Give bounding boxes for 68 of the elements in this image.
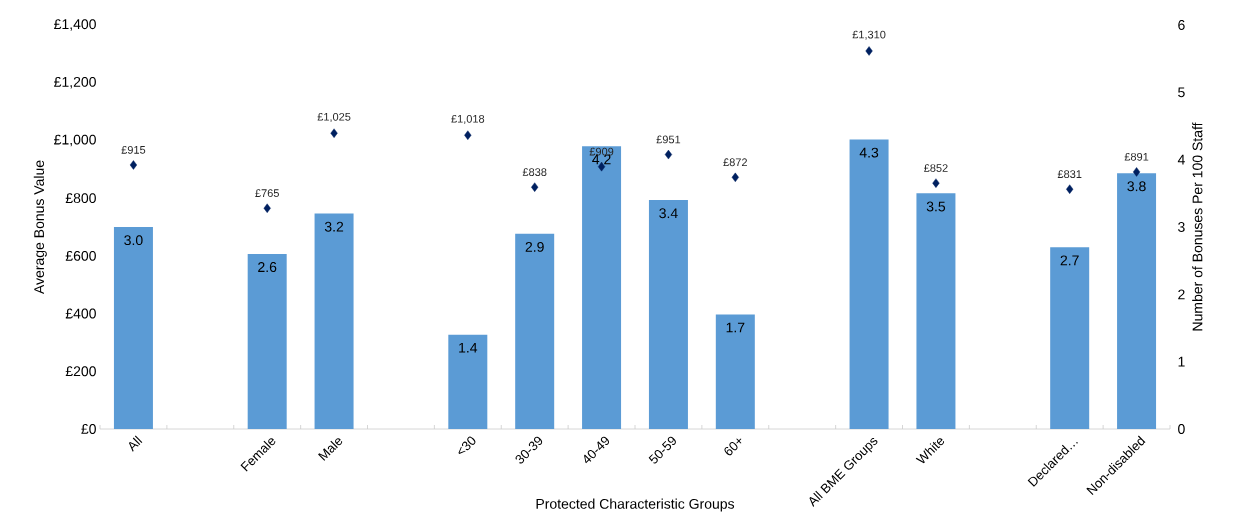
data-label: 1.7 bbox=[726, 322, 745, 333]
y2-tick-label: 0 bbox=[1178, 424, 1185, 434]
point bbox=[531, 182, 539, 192]
point bbox=[129, 160, 138, 170]
point bbox=[330, 128, 338, 138]
data-label: 2.6 bbox=[258, 262, 277, 273]
data-label: 3.4 bbox=[659, 208, 678, 219]
bar bbox=[247, 253, 287, 429]
y2-tick-label: 5 bbox=[1178, 87, 1185, 98]
point bbox=[1066, 184, 1074, 194]
bar bbox=[1050, 247, 1090, 429]
data-label: £831 bbox=[1057, 170, 1082, 178]
data-label: £1,025 bbox=[317, 112, 351, 123]
y2-tick-label: 3 bbox=[1178, 222, 1185, 232]
y-tick-label: £1,000 bbox=[54, 134, 96, 147]
data-label: £1,018 bbox=[451, 114, 485, 125]
data-label: £838 bbox=[522, 168, 547, 176]
data-label: 4.3 bbox=[859, 147, 879, 158]
point bbox=[731, 172, 739, 183]
data-label: £915 bbox=[121, 145, 146, 154]
y2-tick-label: 4 bbox=[1177, 154, 1185, 165]
bar bbox=[849, 139, 889, 429]
data-label: 1.4 bbox=[459, 342, 478, 353]
y-tick-label: £1,400 bbox=[54, 19, 96, 31]
data-label: 2.9 bbox=[525, 241, 544, 252]
y-tick-label: £200 bbox=[65, 366, 96, 377]
data-label: £909 bbox=[589, 147, 614, 156]
data-label: 2.7 bbox=[1060, 255, 1079, 266]
y2-tick-label: 2 bbox=[1178, 289, 1185, 300]
x-axis-title: Protected Characteristic Groups bbox=[536, 498, 735, 512]
point bbox=[263, 203, 271, 213]
data-label: 3.2 bbox=[324, 221, 344, 232]
x-tick-label: 60+ bbox=[724, 438, 742, 456]
bar bbox=[916, 193, 956, 429]
bar bbox=[314, 213, 354, 429]
data-label: £891 bbox=[1124, 152, 1149, 161]
bar bbox=[648, 200, 688, 429]
x-tick-label: <30 bbox=[458, 436, 476, 454]
y-tick-label: £400 bbox=[65, 308, 96, 319]
y-axis-title: Average Bonus Value bbox=[33, 160, 47, 295]
data-label: £872 bbox=[723, 158, 747, 167]
point bbox=[464, 130, 472, 140]
bar bbox=[715, 314, 755, 429]
data-label: £951 bbox=[656, 135, 681, 144]
data-label: 4.2 bbox=[592, 154, 611, 165]
y-tick-label: £800 bbox=[65, 193, 96, 204]
bar bbox=[113, 227, 153, 429]
point bbox=[932, 178, 940, 188]
y-tick-label: £0 bbox=[81, 424, 96, 434]
point bbox=[1132, 167, 1141, 177]
data-label: £1,310 bbox=[852, 30, 886, 40]
data-label: 3.5 bbox=[926, 201, 946, 212]
bar bbox=[1117, 173, 1157, 429]
data-label: £852 bbox=[924, 164, 948, 172]
y2-axis-title: Number of Bonuses Per 100 Staff bbox=[1192, 122, 1203, 331]
bar bbox=[448, 334, 488, 429]
bar bbox=[582, 146, 622, 429]
y2-tick-label: 1 bbox=[1178, 356, 1185, 367]
y-tick-label: £1,200 bbox=[54, 76, 96, 89]
x-tick-label: All bbox=[128, 435, 143, 452]
point bbox=[865, 46, 873, 56]
data-label: 3.8 bbox=[1127, 181, 1146, 192]
data-label: £765 bbox=[255, 189, 279, 198]
y-tick-label: £600 bbox=[65, 250, 96, 261]
data-label: 3.0 bbox=[124, 235, 143, 246]
point bbox=[664, 149, 673, 160]
bar bbox=[515, 233, 555, 429]
y2-tick-label: 6 bbox=[1178, 20, 1185, 30]
